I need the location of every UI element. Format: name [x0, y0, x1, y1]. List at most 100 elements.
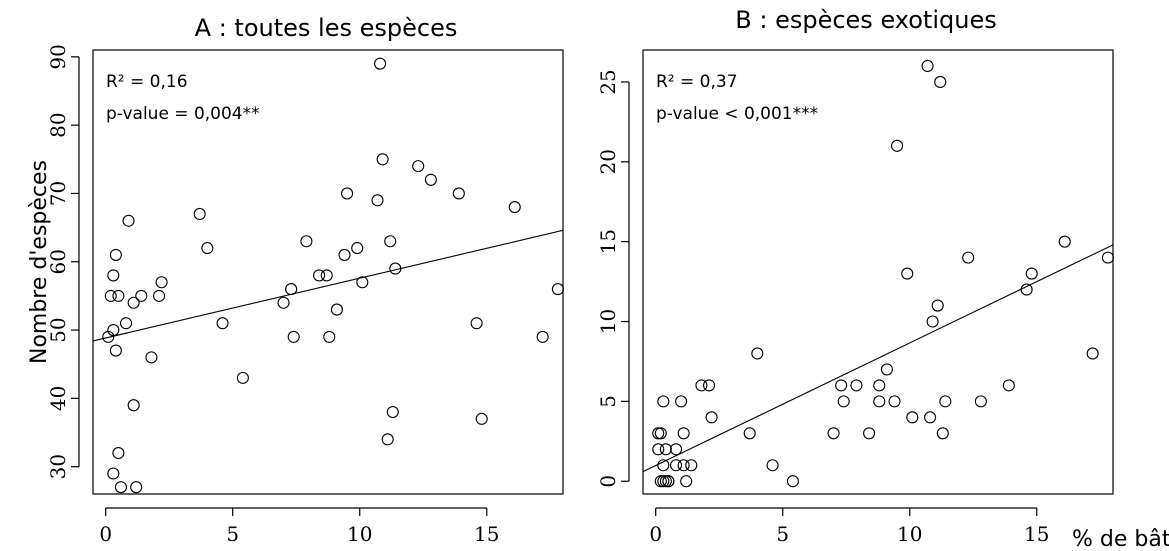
panel-b-data-point: [962, 251, 975, 264]
panel-a-data-point: [452, 187, 465, 200]
panel-a-data-point: [145, 351, 158, 364]
panel-a-data-point: [351, 242, 364, 255]
panel-b-data-point: [939, 395, 952, 408]
panel-b-data-point: [1002, 379, 1015, 392]
panel-a-data-point: [107, 324, 120, 337]
panel-a-data-point: [424, 173, 437, 186]
panel-b-y-tick-label: 20: [596, 149, 620, 174]
panel-b-data-point: [657, 459, 670, 472]
panel-a-data-point: [155, 276, 168, 289]
panel-a-y-tick-label: 80: [46, 112, 70, 137]
panel-b-y-tick-label: 10: [596, 309, 620, 334]
panel-a-data-point: [107, 467, 120, 480]
panel-b-data-point: [974, 395, 987, 408]
panel-b-data-point: [675, 395, 688, 408]
panel-a-x-tick-label: 10: [347, 522, 372, 546]
panel-b-plot-frame: [642, 49, 1114, 495]
panel-b-data-point: [677, 427, 690, 440]
panel-b-data-point: [743, 427, 756, 440]
panel-a-y-tick-label: 30: [46, 454, 70, 479]
panel-a-title: A : toutes les espèces: [195, 14, 458, 42]
panel-b-data-point: [924, 411, 937, 424]
panel-a-x-tick-label: 15: [474, 522, 499, 546]
panel-b-data-point: [680, 475, 693, 488]
panel-b-y-tick-label: 25: [596, 69, 620, 94]
panel-a-data-point: [216, 317, 229, 330]
panel-b-data-point: [1020, 283, 1033, 296]
panel-b-data-point: [837, 395, 850, 408]
panel-a-data-point: [551, 283, 564, 296]
panel-b-data-point: [677, 459, 690, 472]
panel-b-x-tick-label: 15: [1024, 522, 1049, 546]
panel-a-data-point: [153, 289, 166, 302]
panel-a-data-point: [285, 283, 298, 296]
panel-b-data-point: [659, 475, 672, 488]
panel-b-data-point: [906, 411, 919, 424]
panel-b-data-point: [703, 379, 716, 392]
panel-b-x-tick-label: 5: [776, 522, 789, 546]
panel-a-data-point: [109, 248, 122, 261]
panel-a-data-point: [371, 194, 384, 207]
panel-a-data-point: [376, 153, 389, 166]
panel-b-data-point: [936, 427, 949, 440]
panel-a-data-point: [508, 201, 521, 214]
panel-a-regression-line: [93, 229, 563, 342]
panel-b-data-point: [669, 443, 683, 456]
panel-b-data-point: [934, 75, 947, 88]
panel-a-y-tick-label: 50: [46, 317, 70, 342]
panel-a-data-point: [127, 296, 140, 309]
panel-a-data-point: [356, 276, 369, 289]
panel-b-data-point: [654, 475, 667, 488]
panel-a-data-point: [236, 371, 249, 384]
panel-a-r2-label: R² = 0,16: [106, 72, 188, 92]
panel-b-data-point: [652, 427, 665, 440]
panel-b-data-point: [931, 299, 944, 312]
panel-b-data-point: [657, 395, 670, 408]
panel-b-x-axis-label: % de bâti: [1072, 527, 1169, 551]
panel-a-data-point: [104, 289, 117, 302]
panel-b-data-point: [863, 427, 876, 440]
panel-a-data-point: [338, 248, 351, 261]
panel-b-data-point: [827, 427, 840, 440]
panel-a-data-point: [277, 296, 290, 309]
panel-b-data-point: [835, 379, 848, 392]
panel-a: A : toutes les espèces Nombre d'espèces …: [27, 14, 564, 546]
panel-a-pvalue-label: p-value = 0,004**: [106, 104, 260, 124]
panel-a-data-point: [536, 330, 549, 343]
panel-b-y-tick-label: 5: [596, 395, 620, 408]
panel-a-data-point: [475, 412, 488, 425]
panel-b-data-point: [873, 395, 886, 408]
panel-a-data-point: [300, 235, 313, 248]
panel-a-x-tick-label: 0: [99, 522, 112, 546]
panel-a-plot-area: 0 5 10 15 30 40 50 60 70 80 90: [46, 44, 564, 546]
panel-a-data-point: [470, 317, 483, 330]
panel-a-data-point: [193, 207, 206, 220]
panel-a-data-point: [287, 330, 300, 343]
panel-b-data-point: [926, 315, 939, 328]
panel-a-data-point: [341, 187, 354, 200]
panel-a-data-point: [112, 289, 125, 302]
panel-a-data-point: [320, 269, 333, 282]
panel-b-data-point: [652, 443, 665, 456]
panel-a-y-tick-label: 70: [46, 181, 70, 206]
panel-b-x-tick-label: 10: [897, 522, 922, 546]
panel-a-data-point: [330, 303, 343, 316]
panel-b-title: B : espèces exotiques: [735, 6, 996, 34]
panel-b-data-point: [695, 379, 708, 392]
panel-b-data-point: [786, 475, 799, 488]
panel-a-data-point: [130, 481, 143, 494]
panel-b-data-point: [891, 139, 904, 152]
panel-a-plot-frame: [92, 49, 564, 495]
panel-b-data-point: [921, 59, 934, 73]
panel-a-data-point: [384, 235, 397, 248]
panel-a-data-point: [127, 399, 140, 412]
panel-a-data-point: [313, 269, 326, 282]
panel-b-plot-area: 0 5 10 15 0 5 10 15 20 25: [596, 49, 1114, 546]
panel-a-data-point: [114, 481, 127, 494]
panel-b-data-point: [880, 363, 893, 376]
panel-b-data-point: [901, 267, 914, 280]
panel-b-data-point: [766, 459, 779, 472]
panel-a-data-point: [201, 242, 214, 255]
panel-a-data-point: [323, 330, 336, 343]
